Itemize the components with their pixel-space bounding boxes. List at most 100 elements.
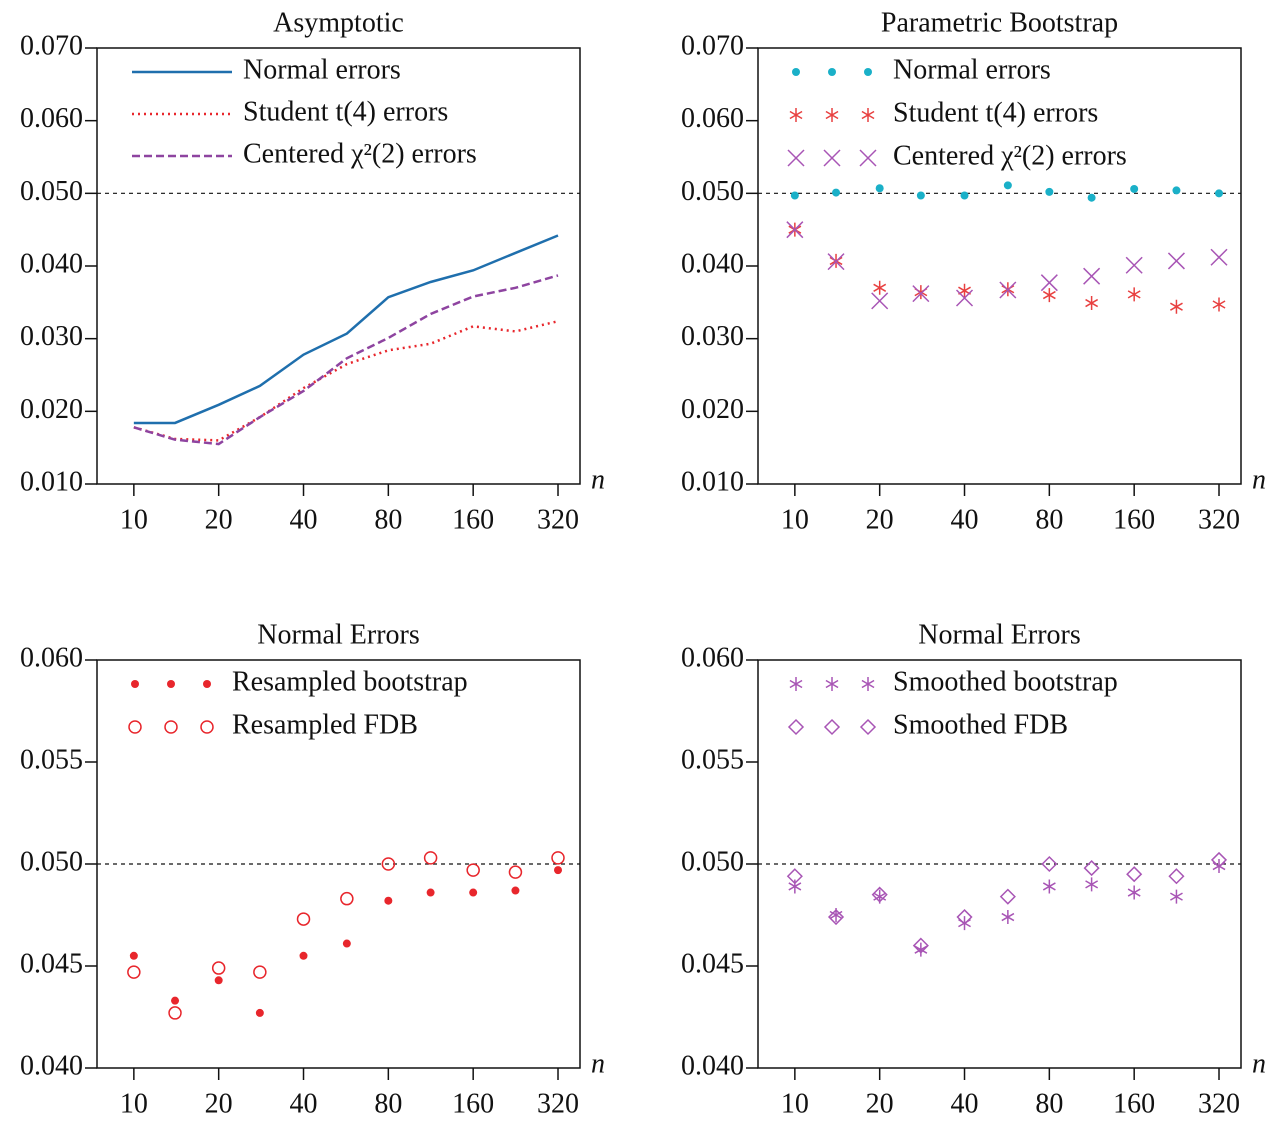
data-point <box>423 851 438 865</box>
legend-marker <box>789 677 803 691</box>
panel-title: Normal Errors <box>257 619 420 650</box>
y-tick-label: 0.050 <box>681 846 744 877</box>
data-point <box>960 191 969 200</box>
y-tick-label: 0.050 <box>20 176 83 207</box>
data-point <box>788 879 802 894</box>
x-tick-label: 20 <box>866 1088 894 1119</box>
x-tick-label: 80 <box>374 1088 402 1119</box>
legend-label: Student t(4) errors <box>243 96 448 127</box>
data-point <box>1087 193 1096 202</box>
data-point <box>1170 889 1183 904</box>
y-tick-label: 0.040 <box>20 1050 83 1081</box>
legend-marker <box>787 149 805 167</box>
legend-label: Centered χ²(2) errors <box>243 138 477 169</box>
legend-marker <box>861 677 875 691</box>
legend-marker <box>861 108 875 122</box>
data-point <box>1041 855 1058 873</box>
data-point <box>790 191 799 200</box>
x-tick-label: 320 <box>537 504 579 535</box>
data-point <box>171 996 180 1005</box>
data-point <box>511 886 520 895</box>
x-tick-label: 160 <box>452 504 494 535</box>
data-point <box>1172 186 1181 195</box>
data-point <box>912 285 930 303</box>
data-point <box>871 886 888 903</box>
x-tick-label: 80 <box>1035 504 1063 535</box>
data-point <box>1042 879 1056 894</box>
x-tick-label: 160 <box>1113 1088 1155 1119</box>
x-tick-label: 160 <box>452 1088 494 1119</box>
data-point <box>912 937 929 954</box>
legend-label: Centered χ²(2) errors <box>893 140 1127 171</box>
legend-label: Normal errors <box>893 54 1051 85</box>
data-point <box>381 857 396 871</box>
data-point <box>168 1006 182 1020</box>
y-tick-label: 0.045 <box>20 948 83 979</box>
data-point <box>554 866 563 875</box>
y-tick-label: 0.020 <box>681 394 744 425</box>
data-point <box>127 965 141 979</box>
y-tick-label: 0.050 <box>20 846 83 877</box>
data-point <box>999 888 1016 905</box>
x-tick-label: 10 <box>781 1088 809 1119</box>
data-point <box>1168 868 1185 885</box>
data-point <box>786 868 803 885</box>
data-point <box>1125 256 1143 274</box>
x-tick-label: 40 <box>290 504 318 535</box>
x-axis-label: n <box>591 1048 605 1079</box>
y-tick-label: 0.030 <box>20 321 83 352</box>
data-point <box>1083 860 1100 877</box>
data-point <box>958 283 971 298</box>
x-tick-label: 20 <box>205 504 233 535</box>
data-point <box>832 188 841 197</box>
data-point <box>1212 297 1226 312</box>
panel-title: Asymptotic <box>273 7 404 38</box>
legend-label: Student t(4) errors <box>893 97 1098 128</box>
y-tick-label: 0.060 <box>681 642 744 673</box>
x-tick-label: 320 <box>1198 1088 1240 1119</box>
y-tick-label: 0.055 <box>20 744 83 775</box>
legend-marker <box>864 68 872 76</box>
data-point <box>384 896 393 905</box>
y-tick-label: 0.070 <box>20 30 83 61</box>
legend-label: Resampled bootstrap <box>232 666 468 697</box>
legend-marker <box>859 149 877 167</box>
data-point <box>1001 910 1015 925</box>
x-tick-label: 160 <box>1113 504 1155 535</box>
y-tick-label: 0.010 <box>681 466 744 497</box>
data-point <box>956 908 973 926</box>
y-tick-label: 0.060 <box>20 103 83 134</box>
x-tick-label: 10 <box>120 504 148 535</box>
panel-title: Parametric Bootstrap <box>881 7 1118 38</box>
data-point <box>1127 287 1141 302</box>
legend-marker <box>792 68 800 76</box>
data-point <box>1130 184 1139 193</box>
data-point <box>340 891 354 906</box>
data-point <box>1127 885 1141 900</box>
data-point <box>1126 866 1143 883</box>
x-tick-label: 40 <box>951 504 979 535</box>
x-axis-label: n <box>591 464 605 495</box>
y-tick-label: 0.045 <box>681 948 744 979</box>
legend-label: Resampled FDB <box>232 709 418 740</box>
data-point <box>508 865 523 879</box>
x-tick-label: 40 <box>951 1088 979 1119</box>
series-line <box>133 274 559 446</box>
data-point <box>129 951 138 960</box>
legend-marker <box>859 718 877 736</box>
data-point <box>342 939 351 948</box>
data-point <box>1045 187 1054 196</box>
y-tick-label: 0.070 <box>681 30 744 61</box>
legend-marker <box>203 680 211 688</box>
data-point <box>1167 252 1185 270</box>
legend-marker <box>131 680 139 688</box>
data-point <box>551 851 565 865</box>
x-tick-label: 320 <box>537 1088 579 1119</box>
data-point <box>1210 851 1228 868</box>
data-point <box>1210 248 1228 266</box>
data-point <box>1042 288 1056 303</box>
data-point <box>1003 181 1012 190</box>
data-point <box>1083 267 1101 285</box>
series-line <box>133 234 559 425</box>
legend-marker <box>823 149 841 167</box>
